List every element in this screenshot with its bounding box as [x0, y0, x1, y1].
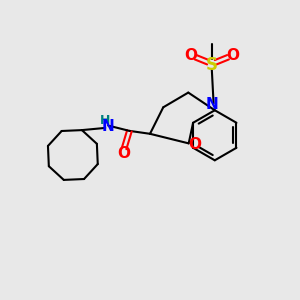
- Text: O: O: [117, 146, 130, 161]
- Text: O: O: [226, 48, 239, 63]
- Text: N: N: [206, 98, 219, 112]
- Text: O: O: [185, 48, 198, 63]
- Text: H: H: [100, 114, 110, 127]
- Text: S: S: [206, 56, 218, 74]
- Text: N: N: [102, 118, 115, 134]
- Text: O: O: [188, 137, 201, 152]
